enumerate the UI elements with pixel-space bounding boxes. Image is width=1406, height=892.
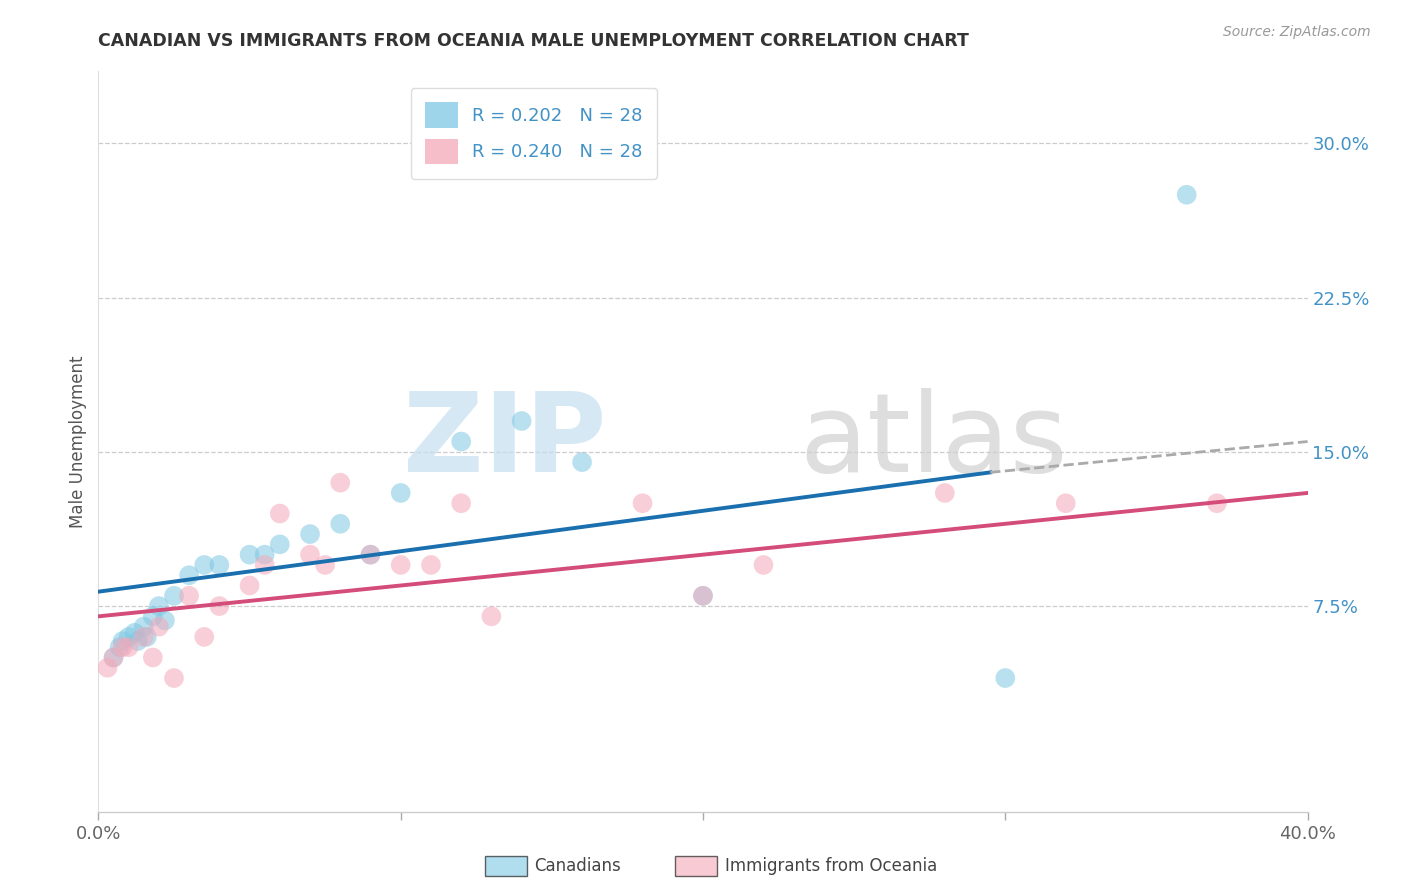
Point bbox=[253, 548, 276, 562]
Point bbox=[450, 434, 472, 449]
Point bbox=[329, 475, 352, 490]
Point bbox=[389, 558, 412, 572]
Point bbox=[135, 630, 157, 644]
Point bbox=[179, 568, 201, 582]
Point bbox=[118, 640, 141, 655]
Point bbox=[111, 640, 134, 655]
Point bbox=[360, 548, 382, 562]
Point bbox=[752, 558, 775, 572]
Point bbox=[111, 634, 134, 648]
Point bbox=[360, 548, 382, 562]
Point bbox=[96, 661, 118, 675]
Point bbox=[193, 630, 215, 644]
Y-axis label: Male Unemployment: Male Unemployment bbox=[69, 355, 87, 528]
Point bbox=[239, 578, 262, 592]
Text: CANADIAN VS IMMIGRANTS FROM OCEANIA MALE UNEMPLOYMENT CORRELATION CHART: CANADIAN VS IMMIGRANTS FROM OCEANIA MALE… bbox=[98, 32, 969, 50]
Point bbox=[103, 650, 125, 665]
Point bbox=[934, 486, 956, 500]
Text: atlas: atlas bbox=[800, 388, 1069, 495]
Point bbox=[208, 558, 231, 572]
Point bbox=[1054, 496, 1077, 510]
Point bbox=[118, 630, 141, 644]
Point bbox=[314, 558, 336, 572]
Point bbox=[1175, 187, 1198, 202]
Point bbox=[329, 516, 352, 531]
Point bbox=[127, 634, 149, 648]
Point bbox=[299, 548, 322, 562]
Point bbox=[450, 496, 472, 510]
Text: Immigrants from Oceania: Immigrants from Oceania bbox=[725, 857, 938, 875]
Point bbox=[269, 537, 291, 551]
Point bbox=[1206, 496, 1229, 510]
Legend: R = 0.202   N = 28, R = 0.240   N = 28: R = 0.202 N = 28, R = 0.240 N = 28 bbox=[411, 87, 657, 178]
Point bbox=[571, 455, 593, 469]
Point bbox=[124, 625, 146, 640]
Point bbox=[389, 486, 412, 500]
Point bbox=[994, 671, 1017, 685]
Point bbox=[193, 558, 215, 572]
Point bbox=[132, 630, 155, 644]
Point bbox=[163, 589, 186, 603]
Point bbox=[108, 640, 131, 655]
Text: Source: ZipAtlas.com: Source: ZipAtlas.com bbox=[1223, 25, 1371, 39]
Point bbox=[692, 589, 714, 603]
Point bbox=[142, 650, 165, 665]
Point bbox=[481, 609, 503, 624]
Point bbox=[208, 599, 231, 613]
Point bbox=[153, 614, 176, 628]
Point bbox=[239, 548, 262, 562]
Point bbox=[269, 507, 291, 521]
Point bbox=[142, 609, 165, 624]
Point bbox=[692, 589, 714, 603]
Point bbox=[299, 527, 322, 541]
Text: ZIP: ZIP bbox=[404, 388, 606, 495]
Point bbox=[163, 671, 186, 685]
Point bbox=[148, 620, 170, 634]
Point bbox=[148, 599, 170, 613]
Point bbox=[103, 650, 125, 665]
Point bbox=[510, 414, 533, 428]
Point bbox=[253, 558, 276, 572]
Point bbox=[132, 620, 155, 634]
Point bbox=[420, 558, 443, 572]
Point bbox=[631, 496, 654, 510]
Point bbox=[179, 589, 201, 603]
Text: Canadians: Canadians bbox=[534, 857, 621, 875]
